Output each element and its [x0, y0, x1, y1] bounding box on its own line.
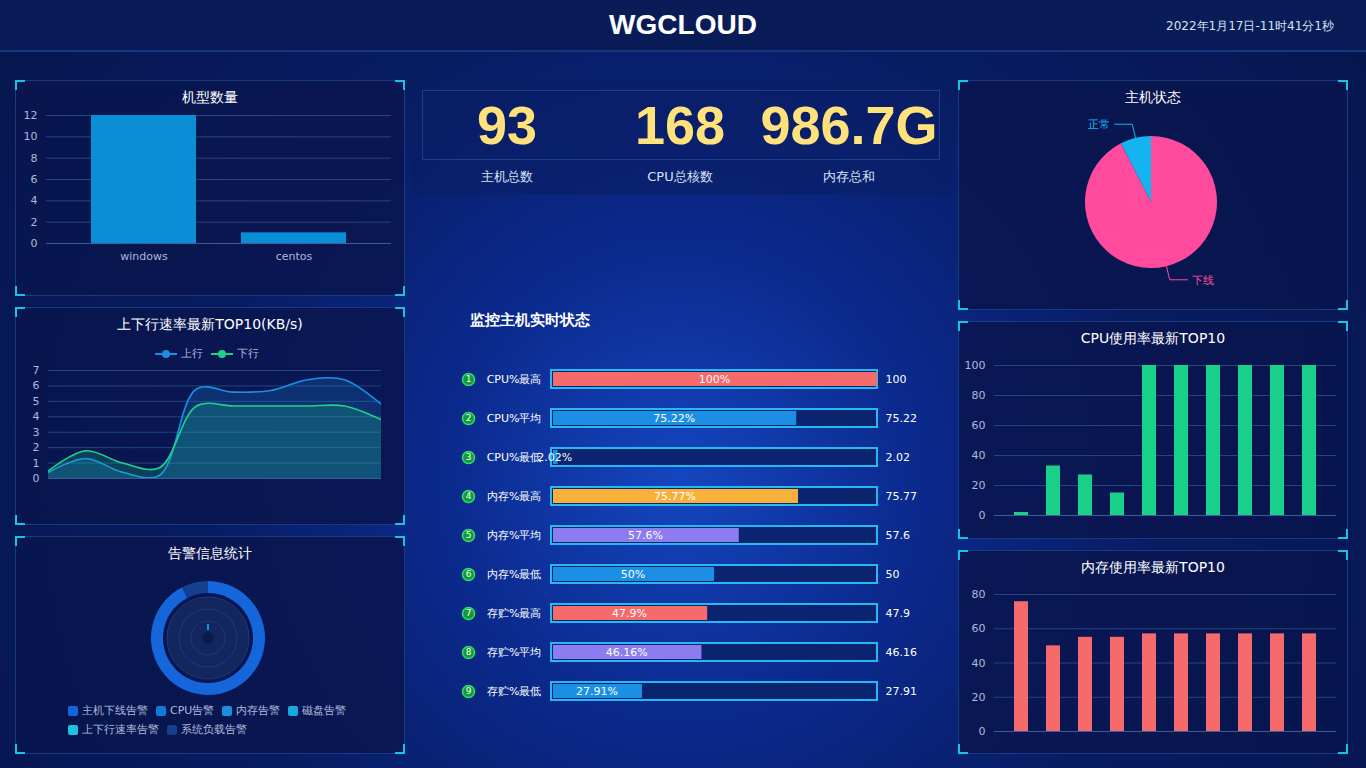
html-text:上下行速率告警: 上下行速率告警 [82, 723, 159, 736]
svg-text:100%: 100% [699, 373, 730, 386]
svg-text:正常: 正常 [1088, 118, 1110, 131]
svg-text:50%: 50% [621, 568, 645, 581]
html-text:上行: 上行 [181, 347, 203, 360]
svg-text:8: 8 [31, 152, 38, 165]
svg-text:46.16: 46.16 [886, 646, 918, 659]
svg-text:2: 2 [466, 413, 472, 423]
svg-text:存贮%平均: 存贮%平均 [487, 646, 541, 659]
svg-text:7: 7 [466, 608, 472, 618]
html-text:2022年1月17日-11时41分1秒: 2022年1月17日-11时41分1秒 [1166, 19, 1334, 33]
svg-text:存贮%最高: 存贮%最高 [487, 607, 541, 620]
svg-text:10: 10 [24, 130, 38, 143]
html-text:监控主机实时状态: 监控主机实时状态 [470, 311, 590, 329]
svg-text:47.9%: 47.9% [612, 607, 647, 620]
svg-text:7: 7 [33, 364, 40, 377]
html-text:主机状态: 主机状态 [1125, 89, 1181, 105]
svg-text:0: 0 [33, 472, 40, 485]
html-text:CPU告警: CPU告警 [170, 704, 215, 717]
svg-text:centos: centos [276, 250, 313, 263]
html-text:系统负载告警: 系统负载告警 [181, 723, 247, 736]
html-text:WGCLOUD: WGCLOUD [609, 9, 757, 40]
svg-text:100: 100 [965, 359, 986, 372]
svg-text:内存%平均: 内存%平均 [487, 529, 541, 542]
svg-text:3: 3 [466, 452, 472, 462]
svg-text:40: 40 [972, 449, 986, 462]
svg-text:内存%最低: 内存%最低 [487, 568, 541, 581]
svg-text:57.6: 57.6 [886, 529, 911, 542]
svg-text:存贮%最低: 存贮%最低 [487, 685, 541, 698]
svg-text:20: 20 [972, 479, 986, 492]
html-text:内存告警: 内存告警 [236, 704, 281, 717]
svg-text:下线: 下线 [1192, 274, 1214, 287]
svg-text:6: 6 [33, 379, 40, 392]
svg-text:75.22%: 75.22% [653, 412, 695, 425]
svg-text:5: 5 [466, 530, 472, 540]
svg-text:3: 3 [33, 426, 40, 439]
svg-text:windows: windows [120, 250, 168, 263]
svg-text:CPU%最高: CPU%最高 [487, 373, 542, 386]
svg-text:75.22: 75.22 [886, 412, 918, 425]
svg-text:75.77%: 75.77% [654, 490, 696, 503]
svg-text:1: 1 [33, 457, 40, 470]
svg-text:0: 0 [979, 725, 986, 738]
svg-text:2: 2 [33, 441, 40, 454]
svg-text:80: 80 [972, 389, 986, 402]
html-text:机型数量: 机型数量 [182, 89, 238, 105]
svg-text:12: 12 [24, 109, 38, 122]
svg-text:0: 0 [31, 237, 38, 250]
html-text:下行: 下行 [237, 347, 259, 360]
html-text:168: 168 [634, 95, 725, 155]
svg-text:27.91%: 27.91% [576, 685, 618, 698]
svg-text:47.9: 47.9 [886, 607, 911, 620]
svg-text:2.02%: 2.02% [537, 451, 572, 464]
html-text:内存总和: 内存总和 [823, 169, 875, 184]
html-text:告警信息统计: 告警信息统计 [168, 545, 252, 561]
svg-text:50: 50 [886, 568, 900, 581]
svg-text:6: 6 [31, 173, 38, 186]
svg-text:CPU%最低: CPU%最低 [487, 451, 542, 464]
html-text:内存使用率最新TOP10: 内存使用率最新TOP10 [1081, 559, 1225, 575]
svg-text:40: 40 [972, 657, 986, 670]
svg-text:20: 20 [972, 691, 986, 704]
svg-text:4: 4 [33, 410, 40, 423]
svg-text:100: 100 [886, 373, 907, 386]
html-text:986.7G: 986.7G [760, 95, 938, 155]
svg-text:60: 60 [972, 622, 986, 635]
svg-text:2.02: 2.02 [886, 451, 911, 464]
svg-text:4: 4 [31, 194, 38, 207]
svg-text:60: 60 [972, 419, 986, 432]
svg-text:46.16%: 46.16% [606, 646, 648, 659]
svg-text:57.6%: 57.6% [628, 529, 663, 542]
svg-text:内存%最高: 内存%最高 [487, 490, 541, 503]
svg-text:1: 1 [466, 374, 472, 384]
svg-text:5: 5 [33, 395, 40, 408]
svg-text:2: 2 [31, 216, 38, 229]
html-text:CPU使用率最新TOP10: CPU使用率最新TOP10 [1080, 330, 1226, 346]
svg-text:6: 6 [466, 569, 472, 579]
svg-text:CPU%平均: CPU%平均 [487, 412, 542, 425]
svg-text:75.77: 75.77 [886, 490, 918, 503]
svg-text:8: 8 [466, 647, 472, 657]
svg-text:4: 4 [466, 491, 472, 501]
svg-text:0: 0 [979, 509, 986, 522]
html-text:CPU总核数: CPU总核数 [647, 169, 713, 184]
svg-text:9: 9 [466, 686, 472, 696]
html-text:磁盘告警: 磁盘告警 [302, 704, 347, 717]
svg-text:80: 80 [972, 588, 986, 601]
svg-text:27.91: 27.91 [886, 685, 918, 698]
html-text:主机总数: 主机总数 [481, 169, 533, 184]
html-text:主机下线告警: 主机下线告警 [82, 704, 148, 717]
html-text:93: 93 [477, 95, 537, 155]
html-text:上下行速率最新TOP10(KB/s): 上下行速率最新TOP10(KB/s) [117, 316, 303, 332]
